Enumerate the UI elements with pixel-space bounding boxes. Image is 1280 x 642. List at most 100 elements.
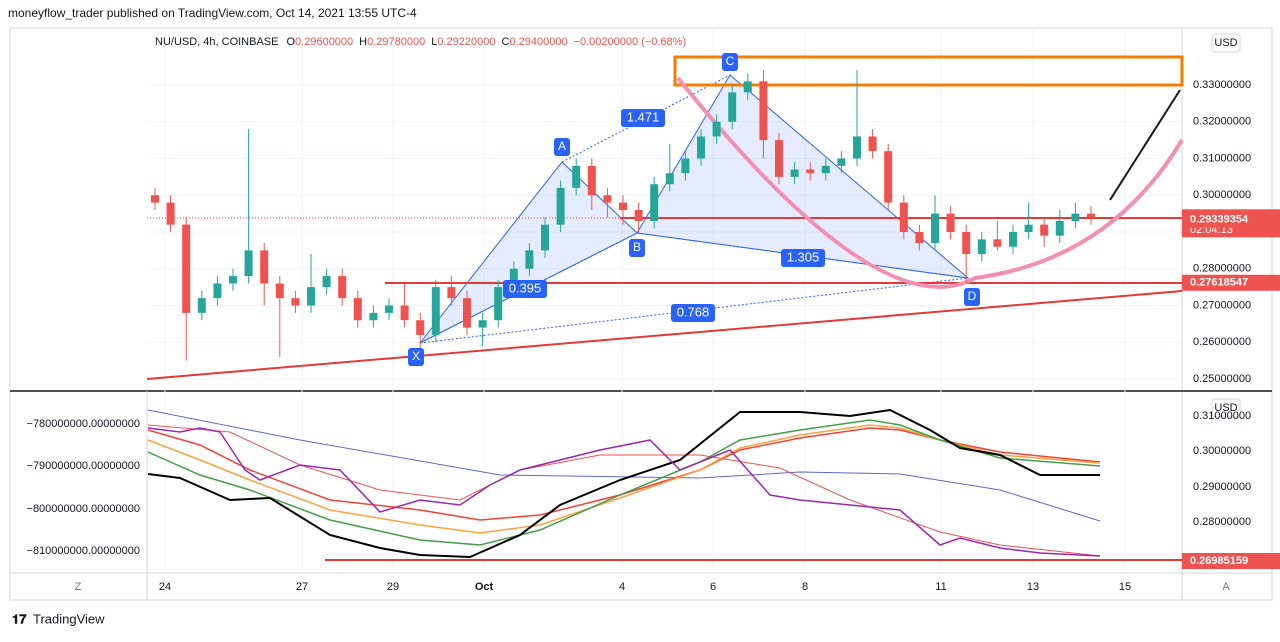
- pattern-point-bg: [554, 138, 570, 156]
- time-label: 8: [802, 581, 808, 593]
- price-badge: 0.29339354: [1190, 213, 1249, 225]
- candle-body: [1071, 213, 1080, 221]
- candle-body: [915, 232, 924, 244]
- legend-key: H: [359, 36, 367, 48]
- lower-left-tick: −810000000.00000000: [27, 545, 140, 557]
- price-tick-label: 0.32000000: [1193, 116, 1251, 128]
- button-a[interactable]: A: [1222, 581, 1230, 593]
- pattern-point: C: [726, 54, 735, 68]
- lower-right-tick: 0.31000000: [1193, 410, 1251, 422]
- pattern-point: B: [633, 240, 641, 254]
- candle-body: [338, 276, 347, 299]
- pattern-point-bg: [964, 288, 980, 306]
- candle-body: [977, 239, 986, 255]
- candle-body: [681, 158, 690, 174]
- oscillator-black: [147, 408, 1100, 559]
- projection-arrow: [1109, 89, 1181, 201]
- candle-body: [587, 165, 596, 196]
- time-label: 15: [1119, 581, 1131, 593]
- candle-body: [369, 312, 378, 321]
- price-tick-label: 0.31000000: [1193, 152, 1251, 164]
- candle-body: [463, 298, 471, 328]
- candle-body: [556, 187, 565, 225]
- currency: USD: [1214, 37, 1237, 49]
- price-tick-label: 0.27000000: [1193, 299, 1251, 311]
- lower-badge-bg: [1182, 553, 1280, 569]
- lower-right-tick: 0.29000000: [1193, 481, 1251, 493]
- button-z[interactable]: Z: [75, 581, 82, 593]
- legend-value: 0.29600000: [295, 36, 353, 48]
- legend-value: 0.29400000: [509, 36, 567, 48]
- ratio-bg: [503, 280, 547, 298]
- candle-body: [572, 165, 581, 188]
- pattern-point: X: [412, 349, 420, 363]
- ac-dotted: [561, 74, 731, 163]
- candle-body: [884, 151, 893, 203]
- price-badge-bg: [1182, 274, 1280, 291]
- pattern-point: A: [558, 139, 566, 153]
- trendline: [146, 290, 1183, 380]
- candle-body: [931, 213, 939, 244]
- candles: [151, 70, 1095, 361]
- legend-value: 0.29780000: [367, 36, 425, 48]
- candle-body: [151, 195, 159, 203]
- footer: TradingView: [33, 611, 105, 626]
- legend-key: O: [286, 36, 295, 48]
- lower-left-tick: −780000000.00000000: [27, 418, 140, 430]
- time-label: 11: [935, 581, 946, 593]
- lower-badge: 0.26985159: [1190, 555, 1248, 567]
- pattern-point: D: [968, 289, 977, 303]
- lower-right-tick: 0.28000000: [1193, 516, 1251, 528]
- candle-body: [1087, 213, 1095, 218]
- ratio-bg: [781, 249, 825, 267]
- candle-body: [166, 202, 175, 225]
- time-label: 24: [159, 581, 171, 593]
- oscillator-purple: [147, 427, 1101, 557]
- price-tick-label: 0.25000000: [1193, 373, 1251, 385]
- candle-body: [837, 158, 846, 166]
- candle-body: [1009, 232, 1017, 247]
- ma-slow: [147, 409, 1101, 522]
- candle-body: [1024, 224, 1033, 232]
- indicators: [147, 408, 1182, 561]
- ratio: 0.395: [509, 280, 542, 295]
- time-label: 6: [710, 581, 716, 593]
- lower-left-tick: −800000000.00000000: [27, 503, 140, 515]
- lower-left-tick: −790000000.00000000: [27, 460, 140, 472]
- legend-symbol: NU/USD, 4h, COINBASE: [155, 36, 278, 48]
- legend-key: L: [431, 36, 437, 48]
- candle-body: [291, 298, 300, 306]
- candle-body: [759, 81, 768, 141]
- candle-body: [400, 305, 409, 321]
- time-label: 27: [296, 581, 308, 593]
- candle-body: [494, 287, 503, 321]
- resistance-box: [673, 55, 1184, 87]
- ratio-bg: [671, 304, 715, 322]
- candle-body: [307, 287, 315, 306]
- candle-body: [650, 184, 659, 221]
- frame: [9, 27, 1273, 601]
- time-label: 13: [1027, 581, 1039, 593]
- candle-body: [697, 136, 705, 159]
- candle-body: [728, 92, 737, 122]
- candle-body: [899, 202, 908, 232]
- ratio-bg: [621, 109, 665, 127]
- candle-body: [1055, 220, 1064, 236]
- candle-body: [962, 232, 971, 255]
- candle-body: [322, 276, 331, 288]
- time-label: 4: [619, 581, 625, 593]
- candle-body: [946, 213, 955, 232]
- time-label: 29: [387, 581, 399, 593]
- logo-mark: 𝟏𝟕: [12, 611, 27, 626]
- candle-body: [385, 305, 393, 313]
- ema-green: [147, 419, 1101, 546]
- price-tick-label: 0.28000000: [1193, 263, 1251, 275]
- candle-body: [509, 268, 518, 288]
- candle-body: [416, 320, 425, 335]
- pattern-point-bg: [722, 53, 738, 71]
- legend-value: 0.29220000: [437, 36, 495, 48]
- candle-body: [790, 169, 799, 177]
- legend-change: −0.00200000 (−0.68%): [574, 36, 687, 48]
